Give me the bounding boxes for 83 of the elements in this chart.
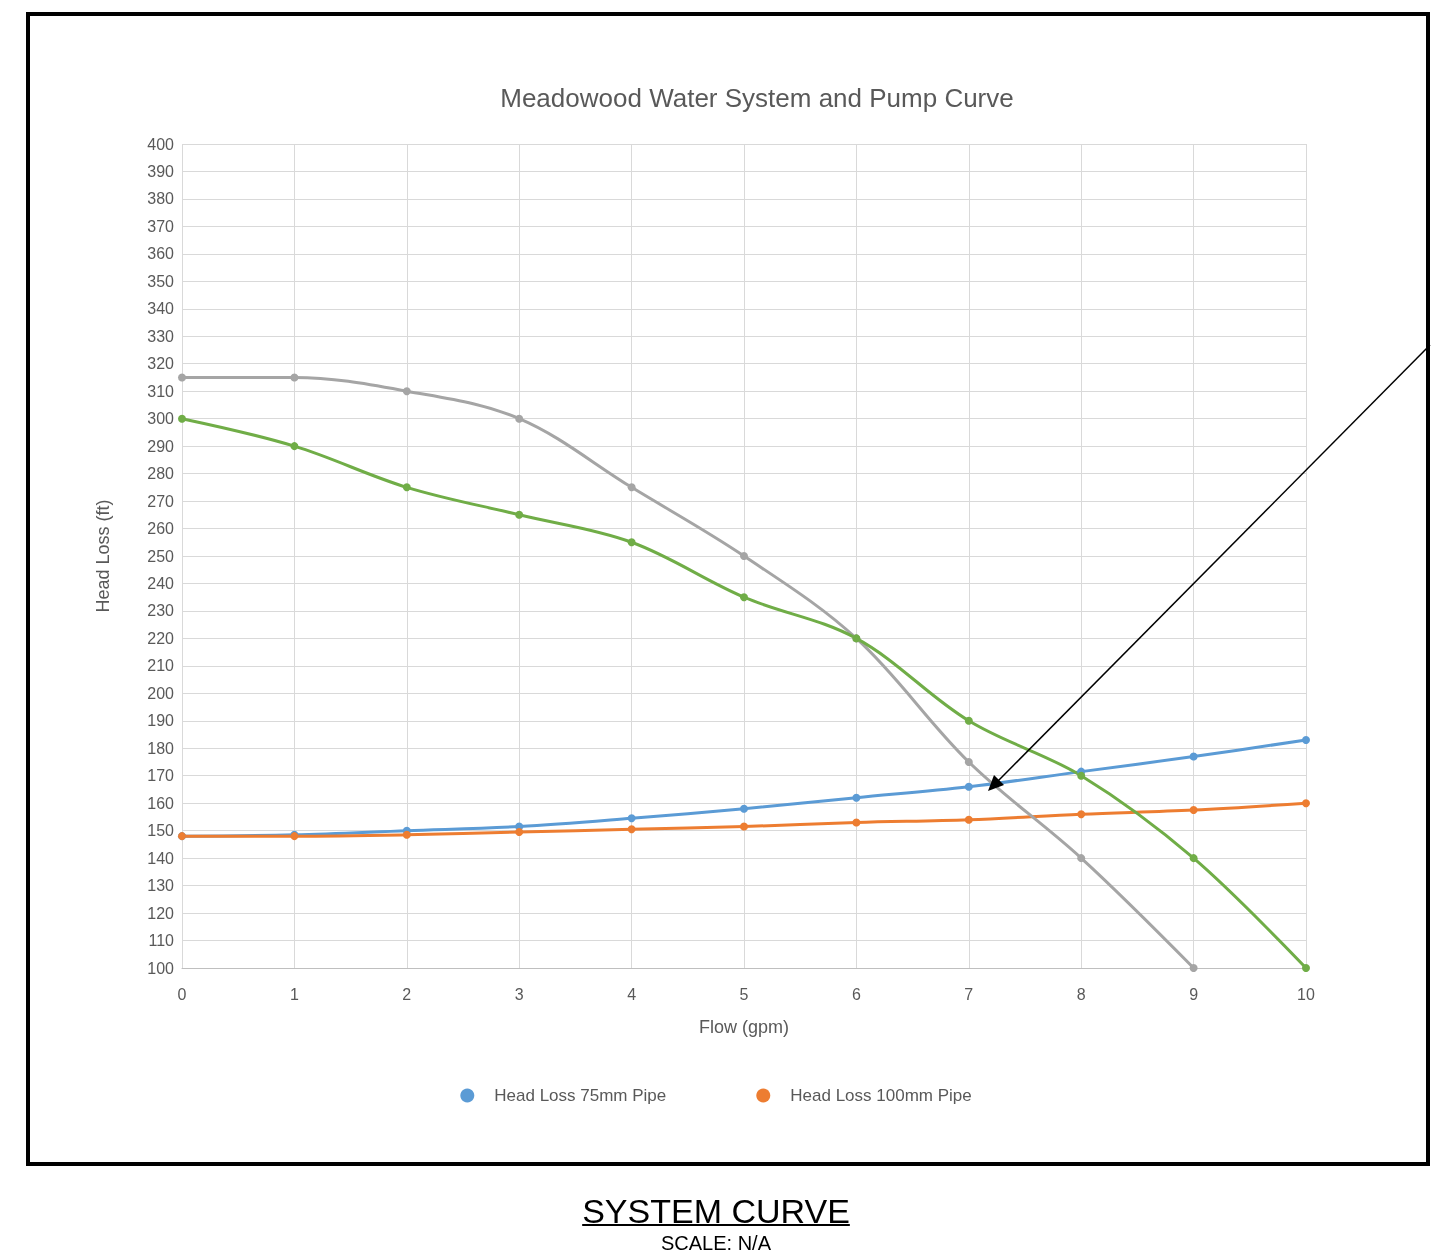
y-tick-label: 300: [147, 410, 175, 428]
y-tick-label: 340: [147, 300, 175, 318]
point: [964, 716, 973, 725]
point: [1189, 854, 1198, 863]
point: [627, 825, 636, 834]
point: [515, 414, 524, 423]
x-tick-label: 10: [1297, 985, 1315, 1003]
point: [852, 818, 861, 827]
point: [1189, 752, 1198, 761]
point: [402, 830, 411, 839]
x-tick-label: 2: [402, 985, 412, 1003]
point: [290, 442, 299, 451]
point: [515, 828, 524, 837]
y-tick-label: 360: [147, 245, 175, 263]
point: [1302, 799, 1310, 808]
point: [178, 414, 186, 423]
y-tick-label: 210: [147, 657, 175, 675]
y-tick-label: 380: [147, 190, 175, 208]
y-tick-label: 100: [147, 959, 175, 977]
y-tick-label: 230: [147, 602, 175, 620]
y-tick-label: 160: [147, 794, 175, 812]
x-tick-label: 5: [739, 985, 749, 1003]
point: [740, 804, 748, 813]
y-tick-label: 280: [147, 465, 175, 483]
y-tick-label: 330: [147, 327, 175, 345]
x-tick-label: 4: [627, 985, 637, 1003]
y-tick-label: 140: [147, 849, 175, 867]
x-tick-label: 7: [964, 985, 974, 1003]
y-tick-label: 130: [147, 877, 175, 895]
y-tick-label: 400: [147, 135, 175, 153]
point: [1189, 964, 1198, 972]
text: SYSTEM CURVE: [582, 1192, 850, 1230]
point: [515, 510, 524, 519]
y-tick-label: 190: [147, 712, 175, 730]
point: [740, 593, 748, 602]
y-tick-label: 350: [147, 272, 175, 290]
y-tick-label: 270: [147, 492, 175, 510]
point: [402, 483, 411, 492]
y-tick-label: 110: [148, 932, 175, 950]
x-tick-label: 6: [851, 985, 861, 1003]
y-tick-label: 220: [147, 629, 175, 647]
point: [1302, 736, 1310, 745]
point: [627, 538, 636, 547]
point: [740, 822, 748, 831]
point: [1302, 964, 1310, 972]
point: [1077, 854, 1086, 863]
text: SCALE: N/A: [660, 1232, 772, 1254]
chart-title: Meadowood Water System and Pump Curve: [500, 83, 1014, 113]
point: [402, 387, 411, 396]
x-tick-label: 9: [1189, 985, 1199, 1003]
point: [1077, 810, 1086, 819]
y-tick-label: 320: [147, 355, 175, 373]
x-tick-label: 8: [1076, 985, 1086, 1003]
x-tick-label: 1: [289, 985, 299, 1003]
y-tick-label: 390: [147, 162, 175, 180]
point: [1189, 806, 1198, 815]
y-tick-label: 310: [147, 382, 175, 400]
legend-label: Head Loss 75mm Pipe: [494, 1086, 667, 1105]
y-tick-label: 240: [147, 574, 175, 592]
y-tick-label: 370: [147, 217, 175, 235]
point: [178, 373, 186, 382]
point: [627, 483, 636, 492]
point: [290, 373, 299, 382]
y-tick-label: 250: [147, 547, 175, 565]
point: [964, 815, 973, 824]
legend-label: Head Loss 100mm Pipe: [790, 1086, 972, 1105]
y-tick-label: 120: [147, 904, 175, 922]
y-tick-label: 290: [147, 437, 175, 455]
point: [627, 814, 636, 823]
y-axis-title: Head Loss (ft): [93, 499, 113, 613]
point: [964, 758, 973, 766]
y-tick-label: 260: [147, 520, 175, 538]
x-axis-title: Flow (gpm): [698, 1017, 790, 1037]
y-tick-label: 180: [147, 739, 175, 757]
point: [852, 793, 861, 802]
y-tick-label: 150: [147, 822, 175, 840]
x-tick-label: 0: [177, 985, 187, 1003]
y-tick-label: 200: [147, 684, 175, 702]
point: [1077, 771, 1086, 780]
point: [740, 552, 748, 560]
point: [964, 782, 973, 791]
x-tick-label: 3: [514, 985, 524, 1003]
y-tick-label: 170: [147, 767, 175, 785]
